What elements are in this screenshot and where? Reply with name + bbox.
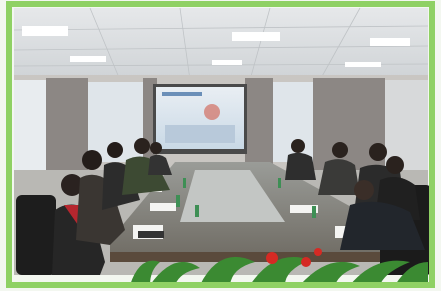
screen-content — [165, 125, 235, 143]
curtain — [245, 78, 273, 170]
photo — [0, 0, 441, 291]
name-plate — [138, 231, 164, 238]
screen-graphic — [204, 104, 220, 120]
scene — [14, 8, 432, 285]
curtain — [46, 78, 88, 170]
screen-heading — [162, 92, 202, 96]
ceiling — [14, 8, 428, 80]
chair — [16, 195, 56, 275]
left-window — [14, 80, 46, 170]
page — [0, 0, 441, 291]
table-edge — [110, 252, 420, 262]
